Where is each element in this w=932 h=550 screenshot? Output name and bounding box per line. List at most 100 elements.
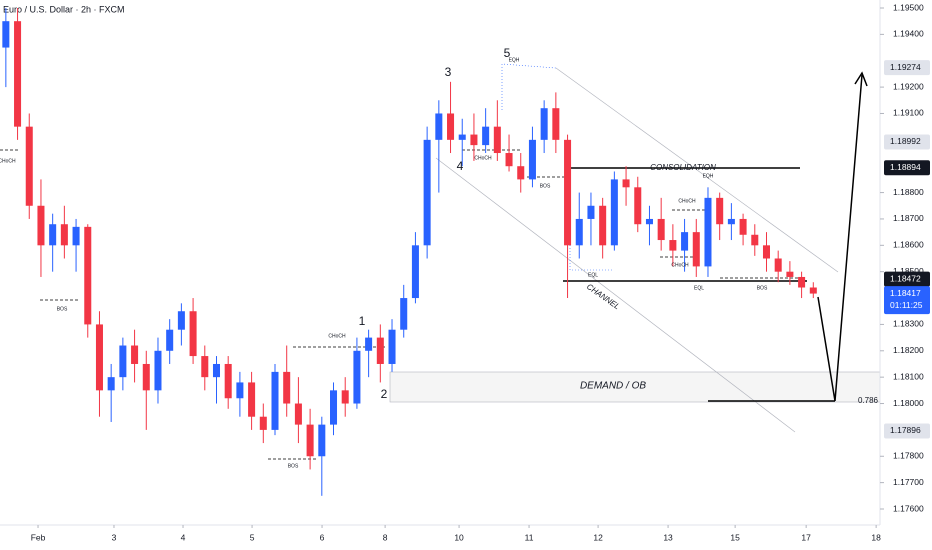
candle-body [470, 134, 478, 146]
y-tick-label: 1.18100 [893, 371, 924, 381]
candle-body [400, 298, 408, 330]
candle-body [645, 218, 653, 225]
countdown: 01:11:25 [890, 300, 923, 310]
y-tick-label: 1.19200 [893, 81, 924, 91]
candle-body [201, 356, 209, 378]
candle-body [458, 134, 466, 140]
candle-body [353, 350, 361, 404]
candle-body [587, 205, 595, 219]
price-tag [884, 60, 930, 76]
y-tick-label: 1.17700 [893, 477, 924, 487]
candle-body [283, 371, 291, 404]
x-tick-label: 8 [383, 532, 388, 542]
candle-body [411, 245, 419, 299]
candle-body [552, 108, 560, 140]
drawings [0, 0, 881, 526]
candle-body [809, 287, 817, 294]
candle-body [119, 345, 127, 378]
annotation: CHoCH [0, 158, 16, 164]
structure-lines [0, 149, 800, 460]
candle-body [493, 126, 501, 154]
candle-body [528, 139, 536, 180]
candle-body [610, 179, 618, 246]
candle-body [318, 424, 326, 457]
candle-body [330, 390, 338, 425]
demand-zone [389, 371, 881, 403]
candle-body [306, 424, 314, 457]
price-tag-label: 1.19274 [890, 62, 921, 72]
candle-body [669, 240, 677, 251]
candle-body [154, 350, 162, 391]
candle-body [107, 377, 115, 391]
candle-body [622, 179, 630, 188]
candle-body [189, 311, 197, 357]
candle-body [786, 271, 794, 277]
annotation: EQH [703, 173, 714, 179]
candle-body [294, 403, 302, 425]
annotation: CHANNEL [585, 282, 621, 311]
candle-body [166, 329, 174, 351]
candle-body [435, 113, 443, 140]
candle-body [365, 337, 373, 351]
y-tick-label: 1.18200 [893, 345, 924, 355]
candle-body [271, 371, 279, 430]
candle-body [142, 363, 150, 391]
candle-body [564, 139, 572, 246]
chart-title: Euro / U.S. Dollar · 2h · FXCM [3, 4, 125, 14]
candle-body [762, 245, 770, 259]
eqh-box [501, 63, 557, 110]
y-tick-label: 1.18700 [893, 213, 924, 223]
y-tick-label: 1.18300 [893, 319, 924, 329]
candle-body [774, 258, 782, 272]
candle-body [60, 224, 68, 246]
annotation: BOS [757, 285, 768, 291]
candle-body [482, 126, 490, 146]
x-tick-label: 17 [801, 532, 811, 542]
channel-line [555, 67, 839, 273]
candle-body [259, 416, 267, 430]
annotation: CHoCH [474, 155, 492, 161]
price-tag [884, 271, 930, 287]
y-tick-label: 1.17600 [893, 503, 924, 513]
annotation: BOS [288, 463, 299, 469]
annotation: EQL [694, 285, 704, 291]
candle-body [599, 205, 607, 246]
x-tick-label: Feb [31, 532, 46, 542]
y-tick-label: 1.18800 [893, 187, 924, 197]
candle-body [84, 226, 92, 325]
candle-body [517, 166, 525, 180]
price-tag-label: 1.18417 [890, 288, 921, 298]
annotation: BOS [540, 183, 551, 189]
y-tick-label: 1.18000 [893, 398, 924, 408]
price-tag-label: 1.18992 [890, 136, 921, 146]
channel-line [435, 157, 796, 433]
candle-body [25, 126, 33, 206]
candle-body [798, 276, 806, 288]
candle-body [341, 390, 349, 404]
candle-body [704, 197, 712, 267]
annotation: CONSOLIDATION [650, 163, 716, 172]
eql-box [569, 185, 612, 271]
candle-body [657, 218, 665, 241]
annotation: 1 [359, 314, 366, 328]
candle-body [505, 153, 513, 167]
candle-body [727, 218, 735, 225]
candle-body [37, 205, 45, 246]
y-tick-label: 1.18600 [893, 240, 924, 250]
candle-body [681, 232, 689, 251]
candle-body [692, 232, 700, 267]
candle-body [236, 382, 244, 399]
annotation: CHoCH [671, 262, 689, 268]
annotation: 0.786 [858, 396, 879, 405]
x-tick-label: 4 [181, 532, 186, 542]
x-tick-label: 11 [525, 532, 534, 542]
candle-body [634, 187, 642, 225]
candle-body [739, 218, 747, 235]
annotation: DEMAND / OB [580, 381, 646, 392]
x-tick-label: 5 [250, 532, 255, 542]
candle-body [376, 337, 384, 364]
annotation: 3 [445, 65, 452, 79]
y-tick-label: 1.19400 [893, 29, 924, 39]
x-tick-label: 12 [593, 532, 603, 542]
